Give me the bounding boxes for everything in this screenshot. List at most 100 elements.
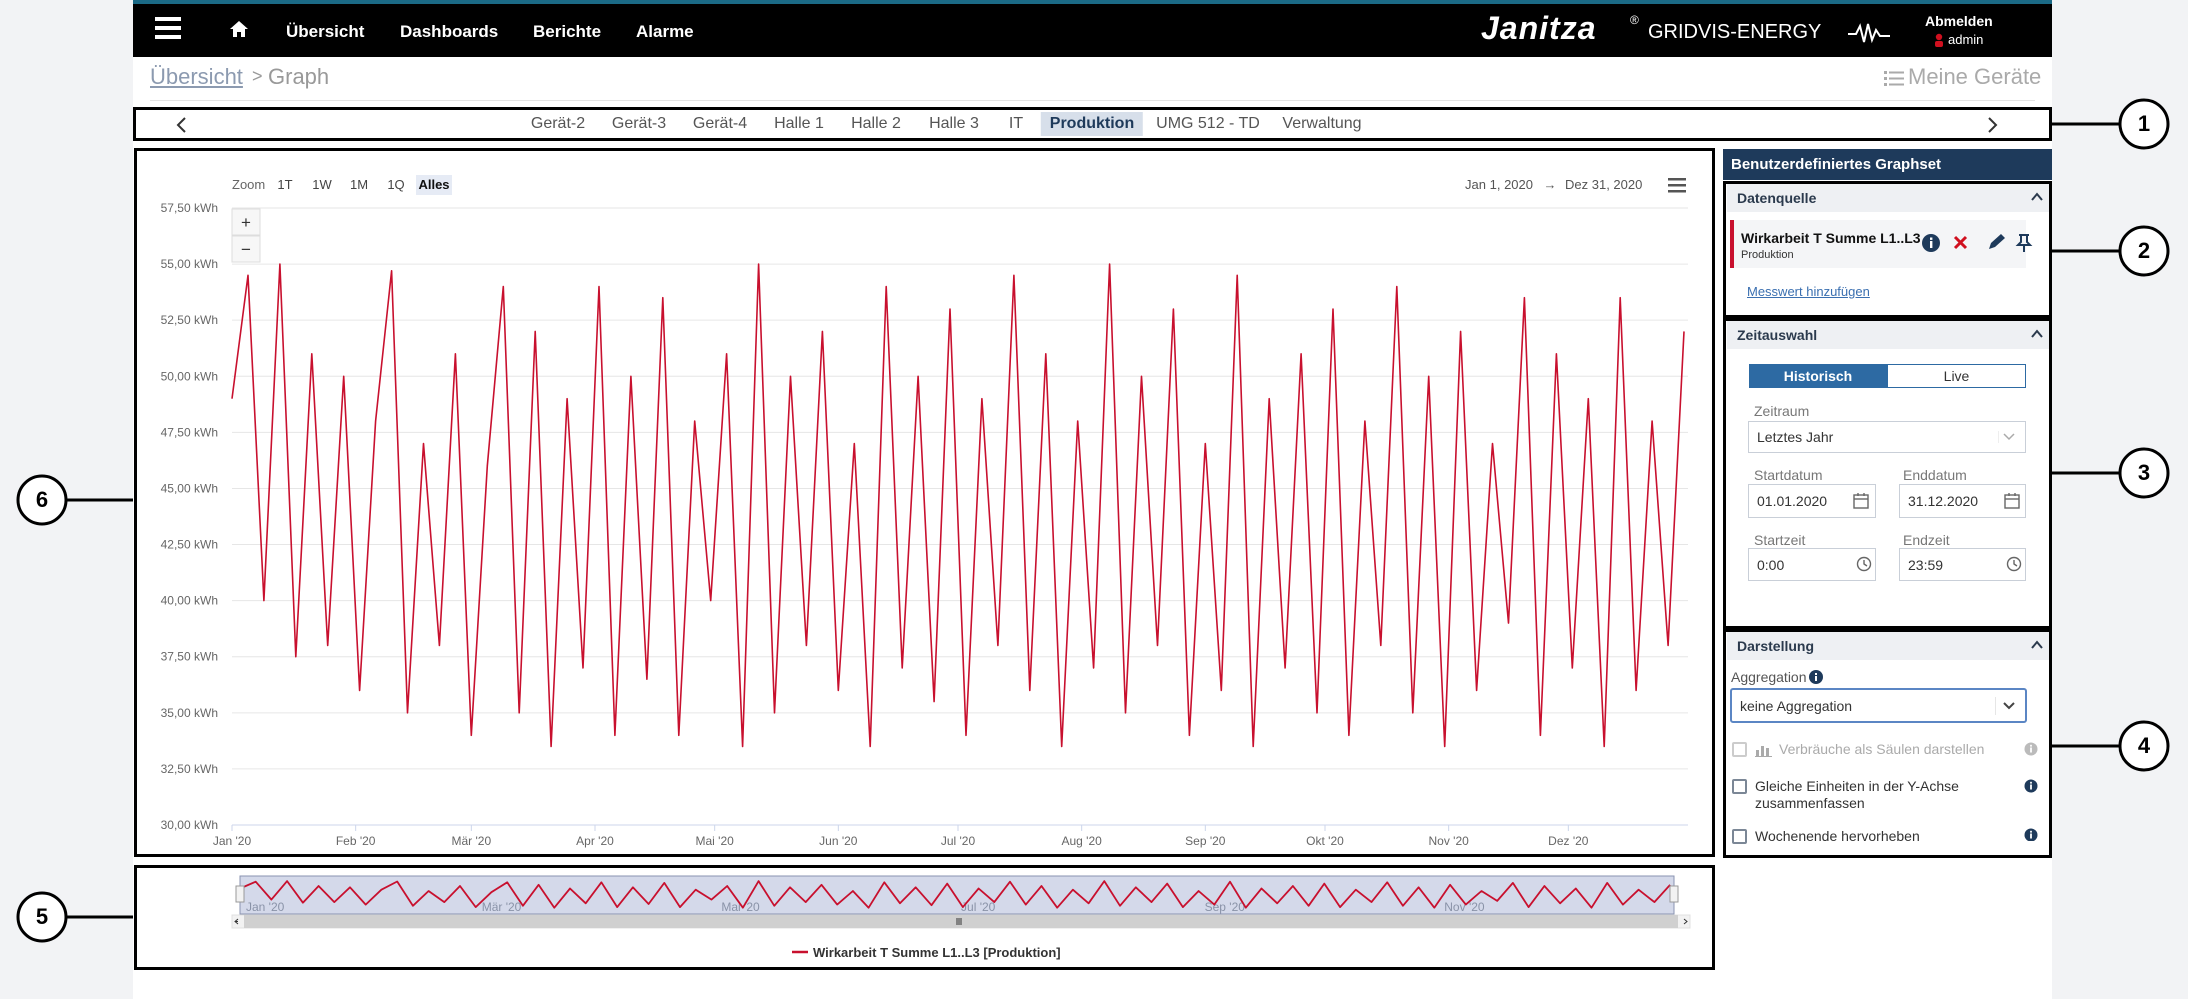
collapse-icon[interactable] bbox=[2031, 640, 2043, 649]
brand: Janitza bbox=[1481, 10, 1597, 46]
mode-toggle[interactable]: Historisch bbox=[1749, 364, 1887, 388]
navigator-handle[interactable] bbox=[235, 885, 245, 903]
field-label: Endzeit bbox=[1903, 532, 1950, 548]
section-heading[interactable]: Datenquelle bbox=[1727, 184, 2049, 212]
clock-icon bbox=[1856, 556, 1872, 572]
zoom-in-button[interactable] bbox=[231, 208, 261, 236]
x-tick-label: Apr '20 bbox=[576, 834, 614, 848]
tab[interactable]: Verwaltung bbox=[1282, 115, 1362, 132]
field-label: Startdatum bbox=[1754, 467, 1823, 483]
home-icon[interactable] bbox=[229, 20, 249, 38]
y-tick-label: 47,50 kWh bbox=[161, 425, 218, 439]
devices-link[interactable]: Meine Geräte bbox=[1908, 64, 2042, 89]
x-tick-label: Sep '20 bbox=[1185, 834, 1226, 848]
callout-number: 6 bbox=[36, 487, 48, 512]
end-time[interactable]: 23:59 bbox=[1899, 548, 2026, 581]
panel-title: Benutzerdefiniertes Graphset bbox=[1723, 149, 2052, 180]
source-actions[interactable] bbox=[1921, 232, 2033, 254]
nav-item[interactable]: Alarme bbox=[636, 22, 694, 41]
callout-number: 4 bbox=[2138, 733, 2151, 758]
tab[interactable]: Gerät-3 bbox=[611, 115, 667, 132]
field-label: Zeitraum bbox=[1754, 403, 1810, 419]
tab-prev[interactable] bbox=[176, 117, 188, 133]
y-tick-label: 32,50 kWh bbox=[161, 762, 218, 776]
checkbox[interactable] bbox=[1732, 779, 1747, 794]
logout[interactable]: Abmelden bbox=[1925, 13, 1993, 29]
checkbox[interactable] bbox=[1732, 742, 1747, 757]
tab-bar: Gerät-2 Gerät-3 Gerät-4 Halle 1 Halle 2 Halle… bbox=[133, 107, 2052, 141]
scrollbar-arrow bbox=[234, 918, 239, 925]
callout-circle bbox=[16, 474, 68, 526]
zoom-button[interactable]: 1M bbox=[350, 177, 368, 192]
tab[interactable]: Halle 1 bbox=[774, 115, 824, 132]
callout-number: 1 bbox=[2138, 111, 2150, 136]
range-from: Jan 1, 2020 bbox=[1465, 177, 1533, 192]
x-tick-label: Jan '20 bbox=[213, 834, 252, 848]
info-icons[interactable] bbox=[2023, 741, 2039, 841]
product: GRIDVIS-ENERGY bbox=[1648, 21, 1822, 43]
zoom-in-label: + bbox=[241, 213, 251, 232]
x-tick-label: Feb '20 bbox=[336, 834, 376, 848]
tab[interactable]: Gerät-4 bbox=[692, 115, 748, 132]
period-select[interactable]: Letztes Jahr bbox=[1748, 421, 2026, 453]
chart-menu-bar bbox=[1668, 184, 1686, 187]
zoom-out-label: − bbox=[241, 240, 251, 259]
zoom-button[interactable]: 1Q bbox=[387, 177, 404, 192]
tab[interactable]: Halle 2 bbox=[851, 115, 901, 132]
scrollbar-arrow bbox=[1683, 918, 1688, 925]
zoom-out-button[interactable] bbox=[231, 235, 261, 263]
zoom-button[interactable]: 1T bbox=[277, 177, 292, 192]
info-icon[interactable] bbox=[1808, 669, 1824, 685]
tab[interactable]: Halle 3 bbox=[929, 115, 979, 132]
callout-number: 5 bbox=[36, 904, 48, 929]
source-device: Produktion bbox=[1741, 249, 1794, 261]
chart-menu-bar bbox=[1668, 190, 1686, 193]
list-icon bbox=[1884, 71, 1904, 86]
callout-circle bbox=[16, 891, 68, 943]
menu-icon[interactable] bbox=[155, 17, 181, 41]
navigator-handle[interactable] bbox=[1669, 885, 1679, 903]
y-tick-label: 30,00 kWh bbox=[161, 818, 218, 832]
option-label: Gleiche Einheiten in der Y-Achse zusamme… bbox=[1755, 778, 1959, 811]
option-label: Verbräuche als Säulen darstellen bbox=[1779, 741, 1985, 757]
section-heading[interactable]: Zeitauswahl bbox=[1727, 321, 2049, 349]
mode-toggle[interactable]: Live bbox=[1887, 364, 2026, 388]
x-tick-label: Jul '20 bbox=[941, 834, 976, 848]
breadcrumb-link[interactable]: Übersicht bbox=[150, 64, 243, 89]
zoom-button[interactable]: 1W bbox=[312, 177, 332, 192]
collapse-icon[interactable] bbox=[2031, 329, 2043, 338]
tab[interactable]: UMG 512 - TD bbox=[1156, 115, 1260, 132]
callout-circle bbox=[2118, 447, 2170, 499]
callout-circle bbox=[2118, 98, 2170, 150]
nav-item[interactable]: Berichte bbox=[533, 22, 602, 41]
user-icon bbox=[1935, 33, 1943, 47]
zoom-label: Zoom bbox=[232, 177, 265, 192]
start-time[interactable]: 0:00 bbox=[1748, 548, 1876, 581]
checkbox[interactable] bbox=[1732, 829, 1747, 844]
zoom-button[interactable]: Alles bbox=[418, 177, 449, 192]
select-arrow bbox=[1995, 697, 2015, 715]
breadcrumb-current: Graph bbox=[268, 64, 330, 89]
nav-item[interactable]: Übersicht bbox=[286, 22, 365, 41]
legend-label[interactable]: Wirkarbeit T Summe L1..L3 [Produktion] bbox=[813, 945, 1061, 960]
aggregation-select[interactable]: keine Aggregation bbox=[1730, 688, 2027, 723]
chart-menu[interactable] bbox=[1668, 178, 1686, 193]
x-tick-label: Dez '20 bbox=[1548, 834, 1589, 848]
y-tick-label: 42,50 kWh bbox=[161, 538, 218, 552]
clock-icon bbox=[2006, 556, 2022, 572]
tab-next[interactable] bbox=[1986, 117, 1998, 133]
section-heading[interactable]: Darstellung bbox=[1727, 632, 2049, 660]
tab[interactable]: IT bbox=[1008, 115, 1024, 132]
add-measurement[interactable]: Messwert hinzufügen bbox=[1747, 284, 1870, 299]
navigator-label: Mär '20 bbox=[482, 900, 522, 914]
option-label: Wochenende hervorheben bbox=[1755, 828, 1920, 844]
tab[interactable]: Produktion bbox=[1040, 112, 1144, 136]
nav-item[interactable]: Dashboards bbox=[400, 22, 499, 41]
tab[interactable]: Gerät-2 bbox=[530, 115, 586, 132]
field-label: Enddatum bbox=[1903, 467, 1967, 483]
y-tick-label: 37,50 kWh bbox=[161, 650, 218, 664]
callout-number: 2 bbox=[2138, 238, 2150, 263]
divider bbox=[150, 100, 2035, 101]
collapse-icon[interactable] bbox=[2031, 192, 2043, 201]
